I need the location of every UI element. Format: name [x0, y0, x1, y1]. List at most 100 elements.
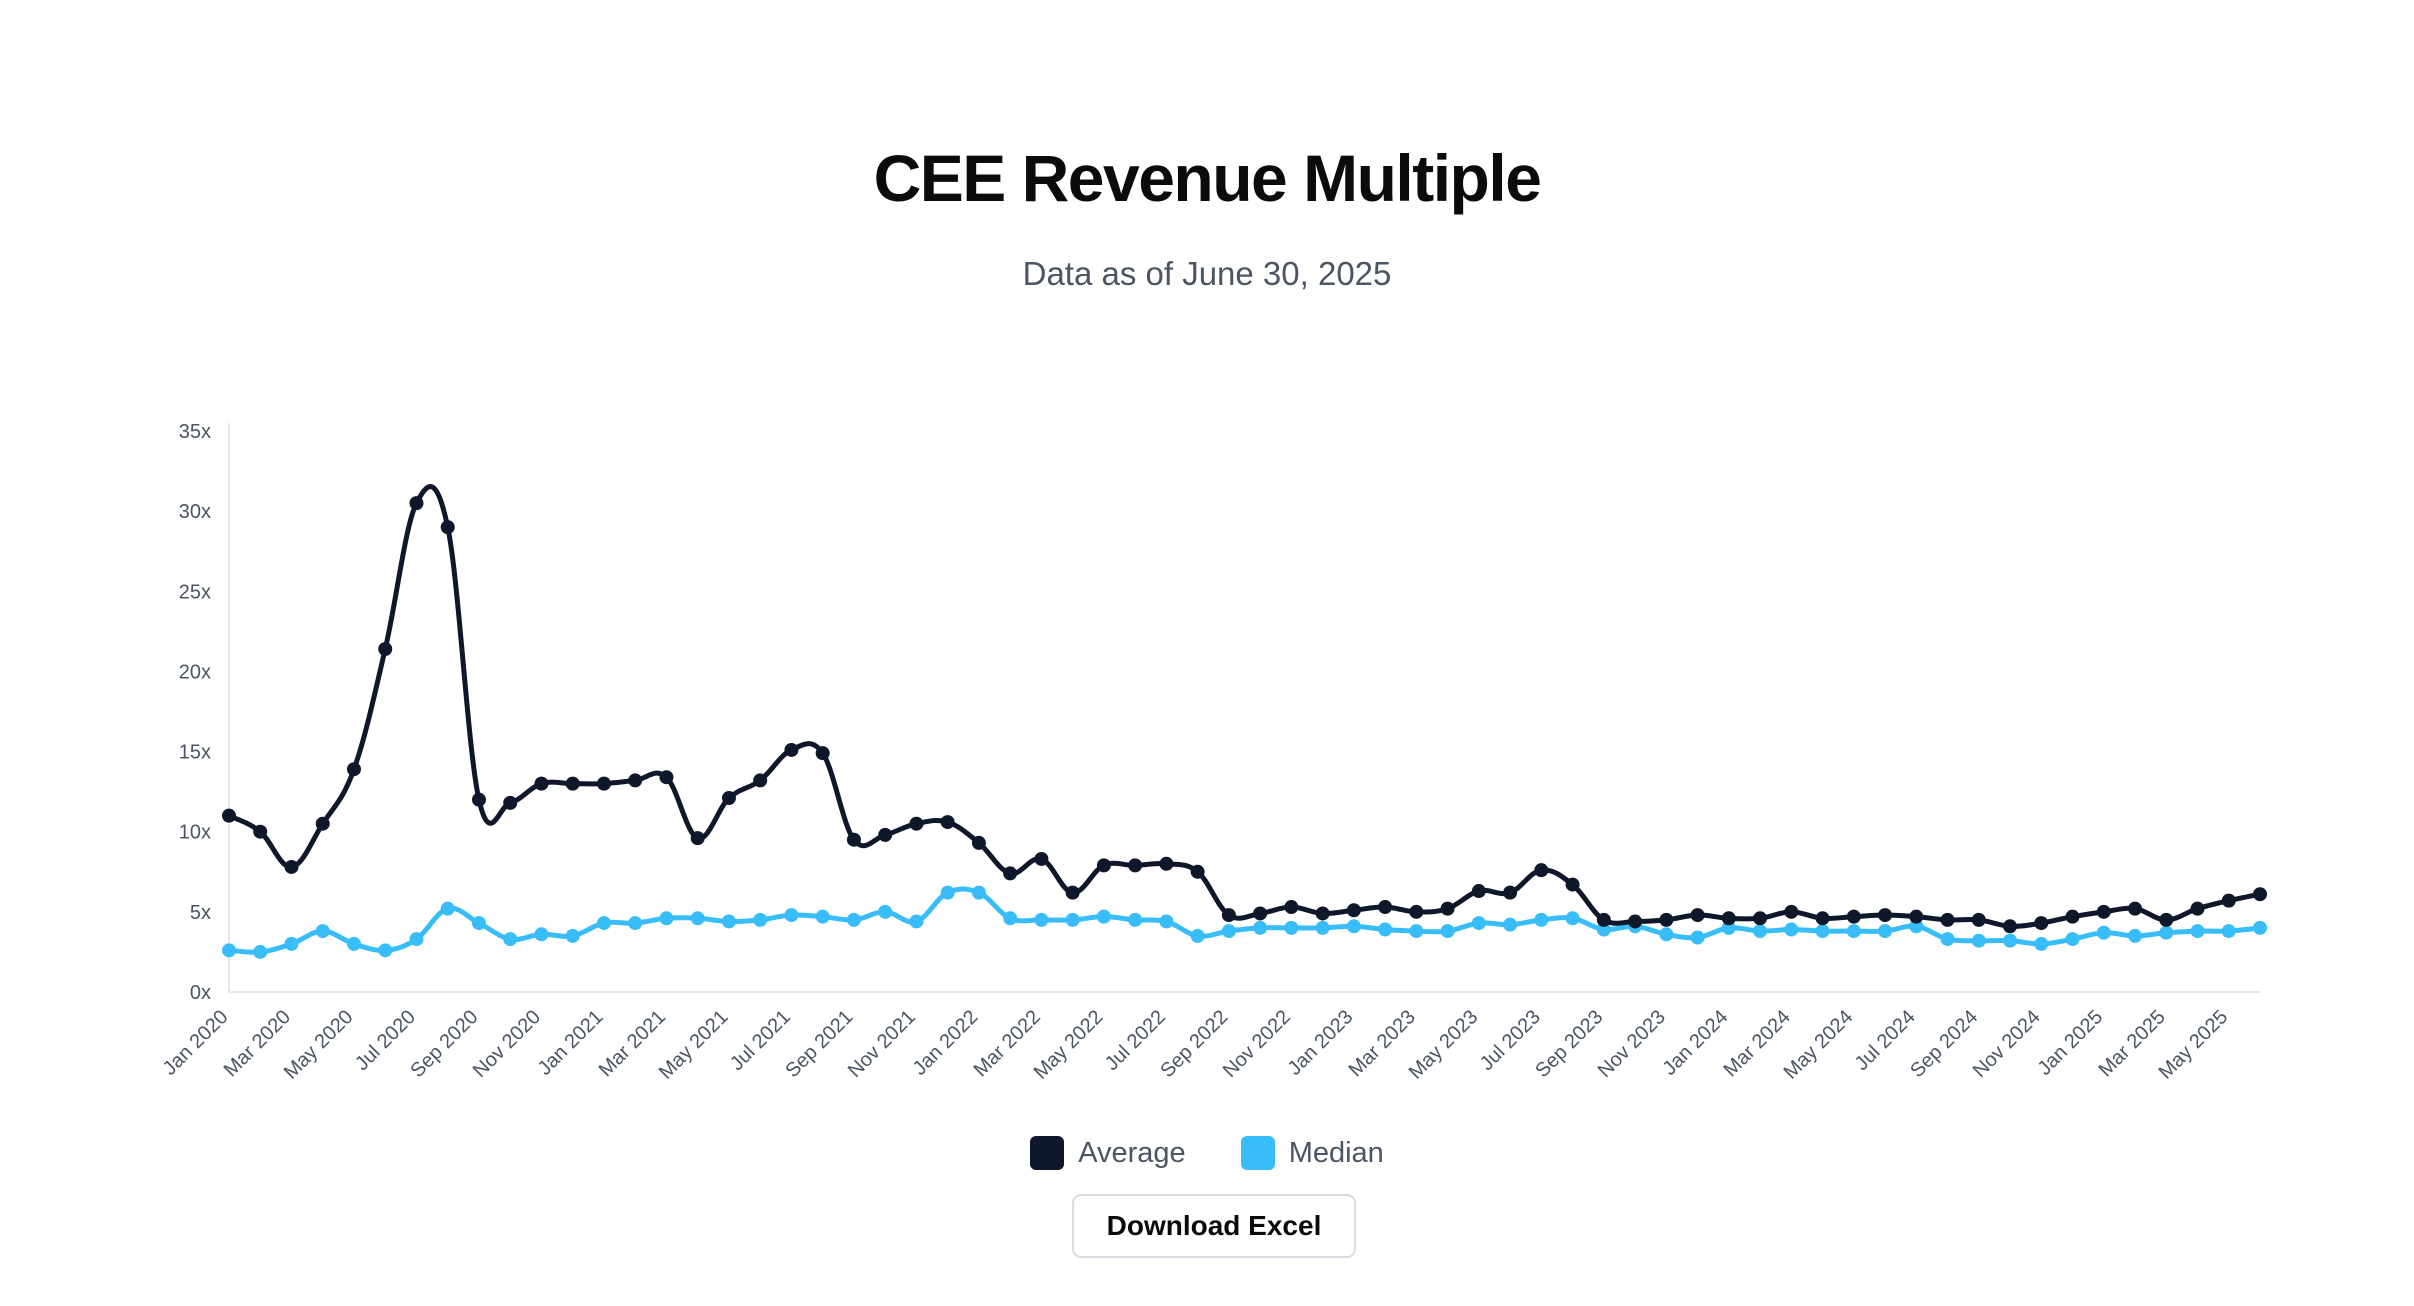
median-data-point — [2159, 925, 2174, 940]
x-tick-label: May 2020 — [280, 1006, 358, 1084]
average-data-point — [534, 776, 549, 791]
median-data-point — [1753, 924, 1768, 939]
median-data-point — [878, 904, 893, 919]
download-excel-button[interactable]: Download Excel — [1072, 1194, 1356, 1258]
average-data-point — [1659, 912, 1674, 927]
average-data-point — [596, 776, 611, 791]
average-data-point — [2159, 912, 2174, 927]
y-tick-label: 10x — [179, 822, 211, 844]
median-data-point — [753, 912, 768, 927]
median-data-point — [1253, 920, 1268, 935]
y-tick-label: 5x — [190, 902, 211, 924]
median-data-point — [1440, 924, 1455, 939]
median-data-point — [2190, 924, 2205, 939]
x-tick-label: Nov 2024 — [1969, 1006, 2045, 1082]
chart-legend: Average Median — [0, 1136, 2414, 1170]
x-tick-label: May 2022 — [1030, 1006, 1108, 1084]
x-tick-label: Sep 2022 — [1156, 1006, 1232, 1082]
median-data-point — [253, 944, 268, 959]
median-data-point — [1815, 924, 1830, 939]
y-tick-label: 30x — [179, 501, 211, 523]
median-data-point — [784, 908, 799, 923]
legend-label-average: Average — [1078, 1136, 1186, 1169]
average-data-point — [1065, 885, 1080, 900]
median-data-point — [1565, 911, 1580, 926]
median-data-point — [1378, 922, 1393, 937]
x-tick-label: May 2023 — [1405, 1006, 1483, 1084]
average-data-point — [1190, 864, 1205, 879]
median-data-point — [2221, 924, 2236, 939]
average-data-point — [440, 520, 455, 535]
average-data-point — [1940, 912, 1955, 927]
average-series-line — [226, 484, 2263, 929]
median-data-point — [690, 911, 705, 926]
average-data-point — [2253, 887, 2267, 902]
average-data-point — [378, 641, 393, 656]
average-data-point — [878, 827, 893, 842]
average-data-point — [1534, 863, 1549, 878]
median-data-point — [534, 927, 549, 942]
legend-item-average[interactable]: Average — [1030, 1136, 1186, 1170]
legend-item-median[interactable]: Median — [1240, 1136, 1384, 1170]
median-data-point — [1971, 933, 1986, 948]
average-data-point — [1034, 851, 1049, 866]
average-data-point — [1096, 858, 1111, 873]
x-tick-label: May 2024 — [1780, 1006, 1858, 1084]
average-data-point — [971, 835, 986, 850]
average-data-point — [503, 795, 518, 810]
average-data-point — [940, 815, 955, 830]
y-tick-label: 35x — [179, 421, 211, 443]
average-data-point — [222, 808, 236, 823]
median-data-point — [284, 936, 299, 951]
median-data-point — [1690, 930, 1705, 945]
page-title: CEE Revenue Multiple — [873, 141, 1542, 215]
median-data-point — [440, 901, 455, 916]
median-data-point — [971, 885, 986, 900]
average-data-point — [284, 859, 299, 874]
average-data-point — [1003, 866, 1018, 881]
average-data-point — [690, 831, 705, 846]
median-swatch — [1240, 1136, 1275, 1170]
median-data-point — [315, 924, 330, 939]
average-data-point — [2034, 916, 2049, 931]
average-data-point — [1596, 912, 1611, 927]
average-data-point — [2096, 904, 2111, 919]
average-data-point — [909, 816, 924, 831]
median-data-point — [378, 943, 393, 958]
average-data-point — [1878, 908, 1893, 923]
median-data-point — [1878, 924, 1893, 939]
x-tick-label: May 2021 — [655, 1006, 733, 1084]
median-data-point — [1409, 924, 1424, 939]
average-data-point — [565, 776, 580, 791]
average-data-point — [1315, 906, 1330, 921]
average-data-point — [1409, 904, 1424, 919]
median-data-point — [1096, 909, 1111, 924]
average-data-point — [2065, 909, 2080, 924]
median-data-point — [1596, 922, 1611, 937]
average-data-point — [1909, 909, 1924, 924]
average-data-point — [659, 770, 674, 785]
x-tick-label: Sep 2023 — [1531, 1006, 1607, 1082]
median-data-point — [2034, 936, 2049, 951]
median-data-point — [1846, 924, 1861, 939]
average-data-point — [1628, 914, 1643, 929]
median-data-point — [2128, 928, 2143, 943]
y-tick-label: 15x — [179, 742, 211, 764]
average-data-point — [2003, 919, 2018, 934]
average-data-point — [1159, 856, 1174, 871]
average-data-point — [1128, 858, 1143, 873]
median-data-point — [565, 928, 580, 943]
x-tick-label: Sep 2021 — [781, 1006, 857, 1082]
median-data-point — [909, 914, 924, 929]
average-data-point — [1721, 911, 1736, 926]
median-data-point — [346, 936, 361, 951]
y-tick-label: 20x — [179, 661, 211, 683]
average-data-point — [815, 746, 830, 761]
page-subtitle: Data as of June 30, 2025 — [1022, 255, 1392, 292]
median-data-point — [1659, 927, 1674, 942]
median-data-point — [409, 932, 424, 947]
average-swatch — [1030, 1136, 1065, 1170]
median-data-point — [2003, 933, 2018, 948]
x-tick-label: Sep 2024 — [1906, 1006, 1982, 1082]
